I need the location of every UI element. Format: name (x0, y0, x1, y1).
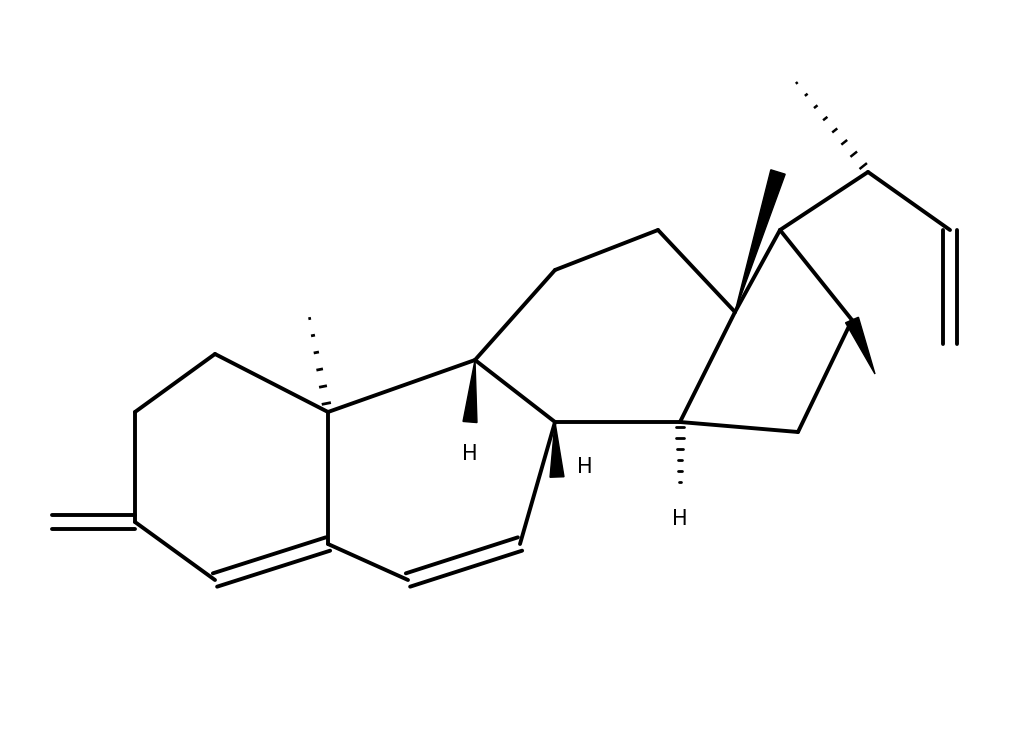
Polygon shape (845, 317, 875, 374)
Text: H: H (673, 509, 688, 529)
Text: H: H (463, 444, 478, 464)
Polygon shape (550, 422, 564, 477)
Polygon shape (735, 170, 785, 312)
Polygon shape (463, 360, 477, 422)
Text: H: H (577, 457, 593, 477)
